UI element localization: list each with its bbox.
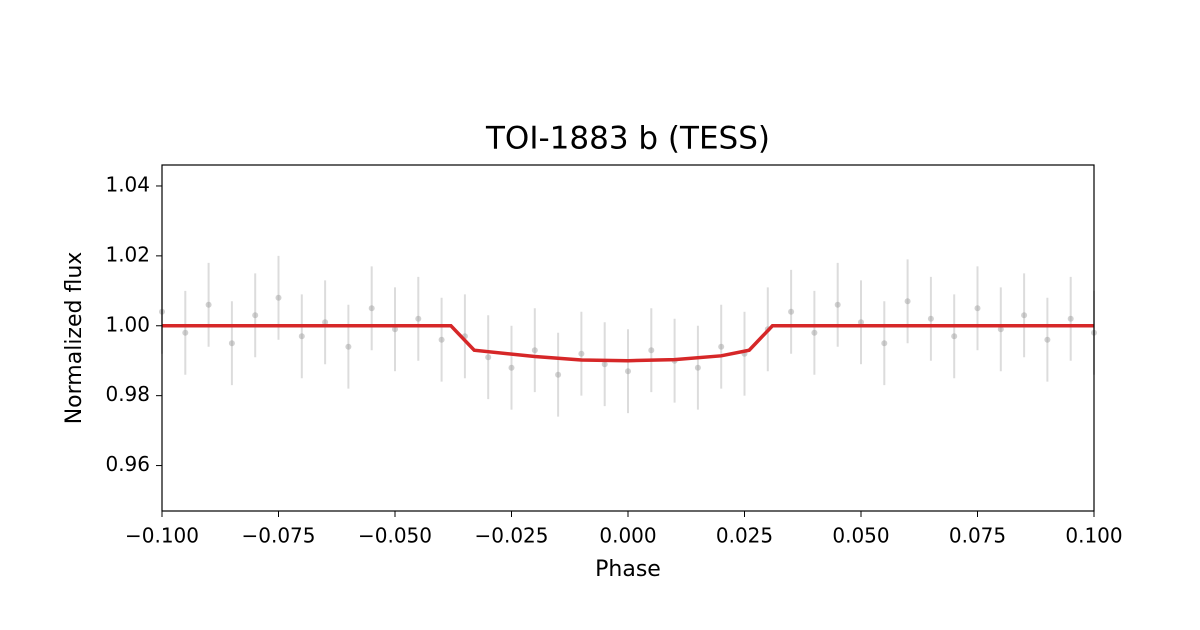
data-point xyxy=(485,354,492,361)
data-point xyxy=(625,368,631,375)
y-tick-label: 0.98 xyxy=(105,382,150,406)
data-point xyxy=(531,347,538,354)
data-point xyxy=(392,326,398,333)
data-point xyxy=(788,308,795,315)
data-point xyxy=(718,343,725,350)
data-point xyxy=(1067,315,1074,322)
y-tick-label: 1.04 xyxy=(105,172,150,196)
x-tick-label: 0.100 xyxy=(1065,524,1122,548)
data-point xyxy=(205,301,212,308)
x-tick-label: 0.075 xyxy=(949,524,1006,548)
chart-title: TOI-1883 b (TESS) xyxy=(485,121,770,157)
data-point xyxy=(228,340,235,347)
y-tick-label: 1.00 xyxy=(105,312,150,336)
x-tick-label: −0.050 xyxy=(358,524,432,548)
data-point xyxy=(974,305,981,312)
data-point xyxy=(578,350,585,357)
data-point xyxy=(951,333,958,340)
x-tick-label: 0.025 xyxy=(716,524,773,548)
data-point xyxy=(182,329,189,336)
data-point xyxy=(648,347,655,354)
y-tick-label: 1.02 xyxy=(105,242,150,266)
data-point xyxy=(345,343,352,350)
data-point xyxy=(252,312,259,319)
data-point xyxy=(508,364,515,371)
x-tick-label: 0.000 xyxy=(599,524,656,548)
data-point xyxy=(927,315,934,322)
data-point xyxy=(601,361,608,368)
data-point xyxy=(811,329,818,336)
data-point xyxy=(1044,336,1051,343)
data-point xyxy=(997,326,1004,333)
data-point xyxy=(368,305,375,312)
data-point xyxy=(322,319,329,326)
x-axis-label: Phase xyxy=(595,557,661,582)
data-point xyxy=(415,315,422,322)
y-tick-label: 0.96 xyxy=(105,452,150,476)
y-axis-label: Normalized flux xyxy=(62,252,87,425)
data-point xyxy=(298,333,305,340)
x-tick-label: −0.100 xyxy=(125,524,199,548)
x-tick-label: −0.025 xyxy=(474,524,548,548)
x-tick-label: 0.050 xyxy=(832,524,889,548)
data-point xyxy=(275,294,282,301)
data-point xyxy=(1021,312,1028,319)
data-point xyxy=(438,336,445,343)
model-line xyxy=(162,324,1094,363)
x-tick-label: −0.075 xyxy=(241,524,315,548)
data-point xyxy=(881,340,888,347)
data-point xyxy=(858,319,864,326)
data-point xyxy=(904,298,911,305)
data-point xyxy=(834,301,841,308)
data-point xyxy=(555,371,562,378)
data-point xyxy=(694,364,701,371)
